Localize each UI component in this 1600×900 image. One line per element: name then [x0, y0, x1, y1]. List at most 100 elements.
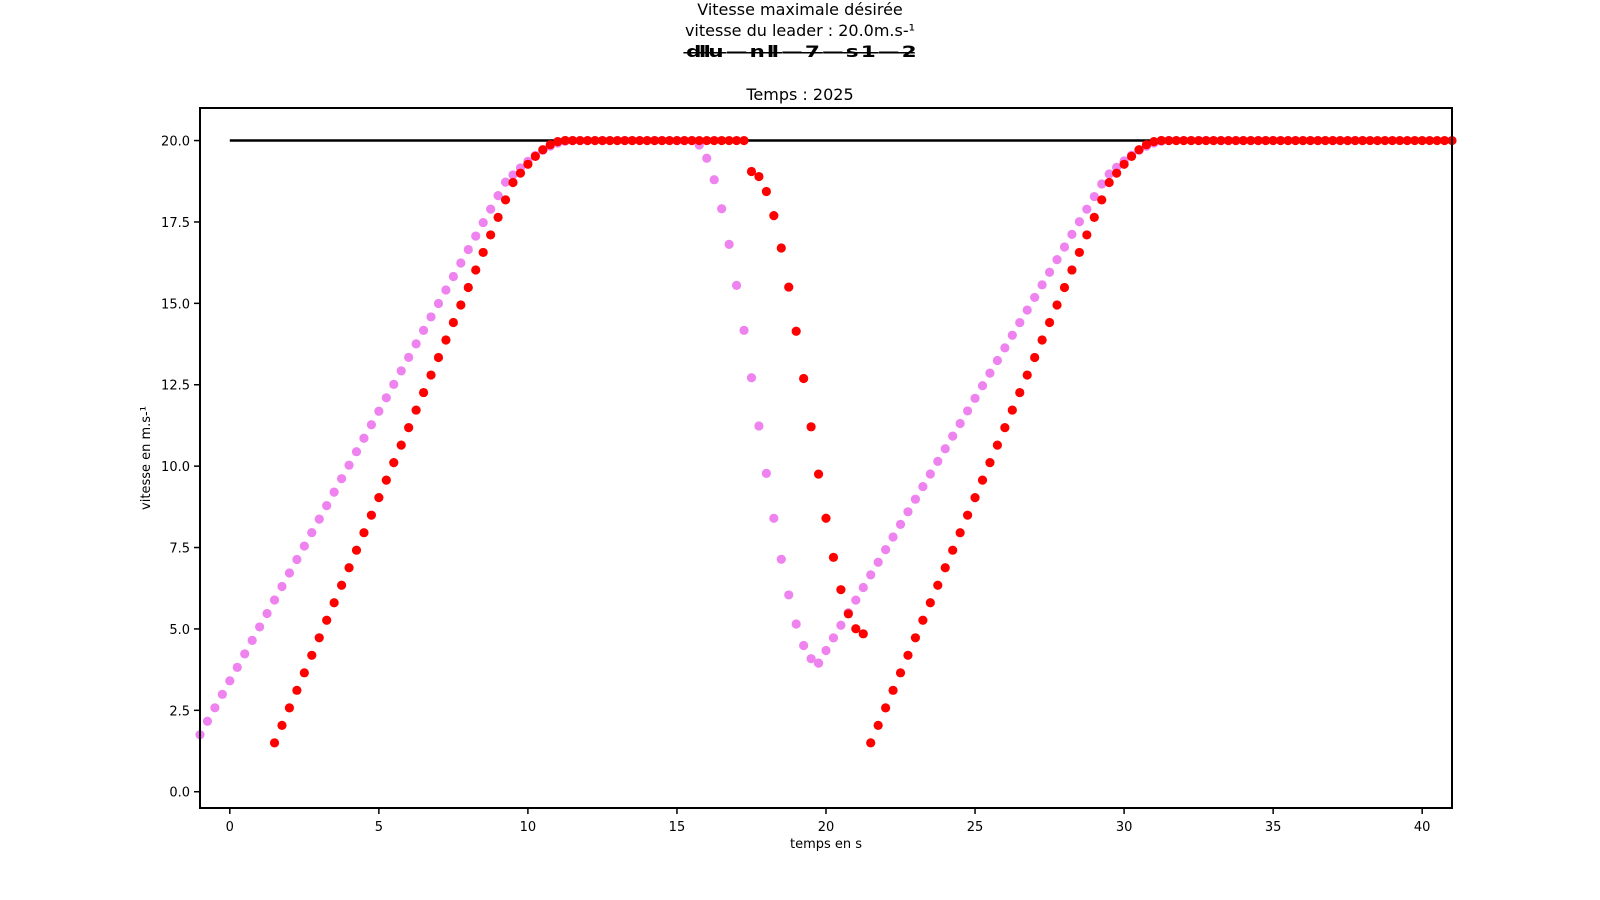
data-point: [1313, 135, 1323, 146]
data-point: [858, 582, 868, 593]
data-point: [262, 608, 272, 619]
data-point: [843, 609, 853, 619]
y-tick-label: 0.0: [169, 786, 190, 801]
data-point: [560, 135, 570, 146]
data-point: [1082, 204, 1092, 214]
data-point: [1171, 135, 1181, 146]
data-point: [1425, 135, 1435, 146]
data-point: [620, 135, 630, 146]
series-1: [269, 135, 1457, 748]
data-point: [955, 418, 965, 429]
data-point: [813, 658, 824, 668]
data-point: [255, 622, 265, 632]
data-point: [456, 300, 466, 310]
data-point: [948, 431, 958, 441]
data-point: [1149, 137, 1159, 147]
x-tick-label: 20: [818, 820, 835, 835]
data-point: [1052, 255, 1062, 265]
chart-title: Vitesse maximale désirée: [697, 0, 903, 19]
data-point: [307, 650, 317, 660]
data-point: [389, 458, 399, 468]
data-point: [1223, 135, 1234, 146]
data-point: [366, 510, 377, 520]
y-tick-label: 17.5: [161, 216, 190, 231]
data-point: [836, 620, 846, 630]
data-point: [307, 527, 317, 538]
data-point: [1097, 195, 1107, 205]
data-point: [940, 563, 950, 573]
data-point: [1030, 352, 1040, 363]
data-point: [433, 298, 444, 309]
data-point: [836, 585, 846, 595]
data-point: [761, 468, 771, 478]
chart-subtitle-overlapped: d̶l̶l̶u̶ ̶—̶ ̶n̶ ̶l̶l̶ ̶—̶ ̶7̶ ̶—̶ ̶s̶ ̶…: [686, 42, 917, 61]
data-point: [821, 645, 831, 656]
data-point: [359, 433, 369, 443]
data-point: [1231, 135, 1241, 146]
data-point: [359, 528, 369, 538]
data-point: [784, 590, 794, 600]
data-point: [776, 554, 786, 564]
data-point: [687, 135, 697, 146]
data-point: [1104, 169, 1114, 179]
data-point: [1059, 242, 1070, 252]
data-point: [471, 265, 481, 275]
data-point: [441, 285, 451, 295]
data-point: [962, 510, 973, 520]
chart-subtitle-leader-speed: vitesse du leader : 20.0m.s-¹: [684, 21, 916, 40]
data-point: [881, 545, 891, 555]
axes-ticks: 0 5 10 15 20 25 30 35 40 0.0 2.5 5.0 7.5 10.0 12.5 15.0…: [161, 135, 1430, 835]
data-point: [769, 211, 779, 221]
data-point: [277, 720, 287, 730]
data-point: [292, 685, 302, 695]
y-tick-label: 15.0: [161, 297, 190, 312]
data-point: [895, 668, 906, 678]
data-point: [322, 501, 332, 511]
data-point: [702, 135, 712, 146]
data-point: [1402, 135, 1412, 146]
y-tick-label: 20.0: [161, 135, 190, 150]
data-point: [828, 552, 839, 562]
data-point: [925, 598, 935, 608]
data-point: [724, 239, 734, 249]
data-point: [1179, 135, 1189, 146]
data-point: [1022, 305, 1032, 315]
data-point: [553, 137, 563, 147]
data-point: [627, 135, 637, 146]
data-point: [404, 422, 414, 433]
data-point: [1194, 135, 1204, 146]
data-point: [1134, 145, 1144, 155]
data-point: [374, 493, 384, 503]
data-point: [918, 481, 928, 492]
data-point: [478, 217, 488, 228]
data-point: [731, 280, 742, 290]
data-point: [344, 460, 354, 470]
data-point: [448, 317, 458, 328]
data-point: [664, 135, 675, 146]
data-point: [746, 166, 757, 177]
data-point: [1037, 335, 1047, 345]
data-point: [456, 258, 466, 268]
x-tick-label: 25: [967, 820, 984, 835]
data-point: [1044, 317, 1055, 328]
data-point: [500, 195, 511, 205]
data-point: [336, 580, 347, 590]
data-point: [903, 650, 913, 660]
data-point: [1238, 135, 1248, 146]
data-point: [1074, 247, 1084, 258]
data-point: [568, 135, 578, 146]
data-point: [478, 247, 488, 258]
data-point: [992, 355, 1003, 366]
data-point: [1343, 135, 1353, 146]
data-point: [903, 507, 913, 517]
data-point: [1410, 135, 1420, 146]
data-point: [1432, 135, 1442, 146]
data-point: [754, 171, 764, 182]
data-point: [992, 440, 1003, 450]
data-point: [1000, 422, 1010, 433]
data-point: [799, 640, 809, 651]
data-point: [1305, 135, 1316, 146]
data-point: [1082, 230, 1092, 240]
data-point: [1089, 191, 1099, 202]
data-point: [225, 676, 235, 686]
